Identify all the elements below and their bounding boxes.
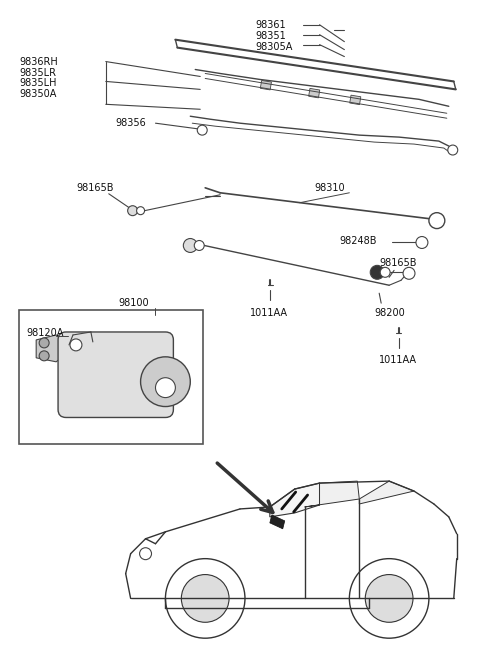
Circle shape: [39, 351, 49, 361]
Circle shape: [194, 240, 204, 250]
Text: 98200: 98200: [374, 308, 405, 318]
Text: 9835LH: 9835LH: [19, 79, 57, 88]
Text: 98120A: 98120A: [26, 328, 64, 338]
Circle shape: [365, 574, 413, 622]
Text: 9835LR: 9835LR: [19, 67, 56, 77]
Circle shape: [70, 339, 82, 351]
Bar: [260, 81, 271, 90]
Circle shape: [380, 267, 390, 277]
Circle shape: [416, 236, 428, 248]
Circle shape: [166, 559, 245, 638]
Circle shape: [370, 265, 384, 279]
Polygon shape: [36, 335, 66, 362]
Circle shape: [448, 145, 458, 155]
Polygon shape: [305, 481, 360, 507]
Polygon shape: [270, 515, 285, 529]
Text: 98310: 98310: [314, 183, 345, 193]
Circle shape: [349, 559, 429, 638]
Circle shape: [39, 338, 49, 348]
Text: 98361: 98361: [255, 20, 286, 29]
Text: 98165B: 98165B: [379, 259, 417, 269]
Circle shape: [128, 206, 138, 215]
Text: 98350A: 98350A: [19, 89, 57, 100]
Circle shape: [403, 267, 415, 279]
Text: 98356: 98356: [116, 118, 146, 128]
Bar: [350, 95, 361, 105]
Text: 98351: 98351: [255, 31, 286, 41]
Circle shape: [141, 357, 190, 407]
Circle shape: [181, 574, 229, 622]
Polygon shape: [270, 483, 320, 517]
Circle shape: [137, 207, 144, 215]
Circle shape: [140, 548, 152, 559]
Circle shape: [156, 378, 175, 398]
Bar: [309, 88, 320, 98]
Text: 98165B: 98165B: [76, 183, 113, 193]
Text: 9836RH: 9836RH: [19, 56, 58, 67]
Text: 98248B: 98248B: [339, 236, 377, 246]
Circle shape: [197, 125, 207, 135]
Text: 1011AA: 1011AA: [379, 355, 417, 365]
Circle shape: [429, 213, 445, 229]
Bar: [19, 310, 203, 444]
Circle shape: [183, 238, 197, 252]
FancyBboxPatch shape: [58, 332, 173, 417]
Polygon shape: [360, 481, 414, 504]
Text: 98100: 98100: [119, 298, 149, 308]
Text: 98305A: 98305A: [255, 42, 292, 52]
Text: 1011AA: 1011AA: [250, 308, 288, 318]
